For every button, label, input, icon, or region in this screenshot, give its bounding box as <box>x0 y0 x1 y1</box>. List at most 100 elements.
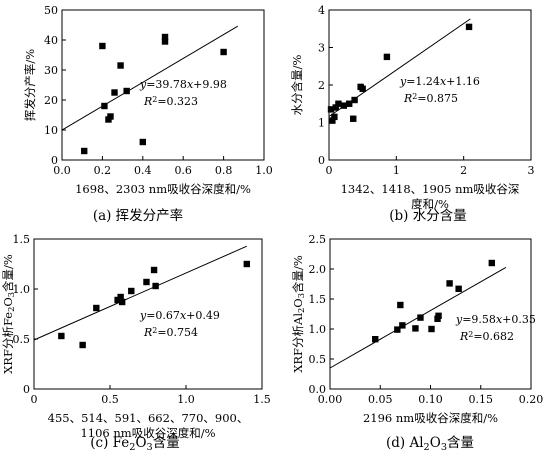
y-axis-label: XRF分析Fe2O3含量/% <box>1 254 16 374</box>
y-tick-label: 4 <box>318 4 325 17</box>
data-point <box>150 266 158 274</box>
y-tick-label: 0.0 <box>309 383 327 396</box>
data-point <box>383 53 391 61</box>
y-axis-label: 挥发分产率/% <box>23 49 37 121</box>
y-tick-label: 1.5 <box>13 233 31 246</box>
x-tick-label: 0.5 <box>101 393 119 406</box>
data-point <box>335 100 342 107</box>
data-point <box>99 42 106 50</box>
y-tick-label: 50 <box>44 4 58 17</box>
data-point <box>331 113 338 121</box>
y-tick-label: 0 <box>51 154 58 167</box>
y-tick-label: 1.0 <box>309 323 327 336</box>
data-point <box>117 62 124 69</box>
x-tick-label: 0 <box>31 393 38 406</box>
x-tick-label: 0.8 <box>215 164 233 177</box>
data-point <box>220 48 227 56</box>
chart-panel-a: 0.0 0.2 0.4 0.6 0.8 1.0 0 10 20 30 40 50 y=39.78x+9.… <box>23 4 273 224</box>
y-tick-label: 2.5 <box>309 233 327 246</box>
data-point <box>397 301 404 309</box>
data-point <box>117 293 124 301</box>
data-point <box>152 282 159 290</box>
y-tick-label: 0.5 <box>309 353 327 366</box>
data-point <box>111 89 118 96</box>
data-point <box>394 326 401 333</box>
fit-equation: y=0.67x+0.49 <box>139 309 220 322</box>
data-point <box>412 325 419 332</box>
x-tick-label: 3 <box>528 164 535 177</box>
data-point <box>446 280 453 287</box>
y-tick-label: 30 <box>44 64 58 77</box>
panel-caption: (a) 挥发分产率 <box>93 207 183 224</box>
x-tick-label: 1.5 <box>253 393 271 406</box>
fit-line <box>33 245 248 341</box>
y-tick-label: 0 <box>23 383 30 396</box>
data-point <box>428 325 435 333</box>
data-point <box>329 117 336 124</box>
y-tick-label: 0 <box>318 154 325 167</box>
data-point <box>488 259 496 267</box>
data-point <box>455 285 462 292</box>
panel-caption: (c) Fe2O3含量 <box>90 435 179 453</box>
data-point <box>128 287 135 295</box>
data-point <box>118 298 126 306</box>
data-point <box>81 147 88 155</box>
data-point <box>359 85 366 92</box>
y-tick-label: 2.0 <box>309 263 327 276</box>
data-point <box>346 100 353 107</box>
x-axis-label: 1342、1418、1905 nm吸收谷深 <box>341 182 520 196</box>
x-tick-label: 0.10 <box>418 393 443 406</box>
y-tick-label: 1.5 <box>309 293 327 306</box>
data-point <box>143 278 150 286</box>
plot-frame <box>61 9 265 161</box>
x-tick-label: 0.2 <box>94 164 112 177</box>
data-point <box>58 332 65 340</box>
fit-equation: y=9.58x+0.35 <box>455 313 536 326</box>
data-point <box>435 312 442 319</box>
x-tick-label: 0.20 <box>519 393 544 406</box>
r-squared-label: R2=0.875 <box>403 92 458 105</box>
r-squared-label: R2=0.682 <box>459 330 514 343</box>
data-point <box>340 102 348 109</box>
y-tick-label: 2 <box>318 79 325 92</box>
x-axis-label: 2196 nm吸收谷深度和/% <box>363 411 498 425</box>
data-point <box>79 341 86 349</box>
data-point <box>161 38 169 45</box>
chart-panel-c: 0 0.5 1.0 1.5 0 0.5 1.0 1.5 y=0.67x+0.49 R2=0.754… <box>1 233 271 453</box>
data-point <box>161 33 169 41</box>
data-point <box>327 106 335 113</box>
x-tick-label: 0 <box>326 164 333 177</box>
y-axis-label: XRF分析Al2O3含量/% <box>291 255 306 373</box>
x-tick-label: 1.0 <box>177 393 195 406</box>
y-tick-label: 3 <box>318 42 325 55</box>
data-point <box>372 336 379 343</box>
chart-panel-d: 0.00 0.05 0.10 0.15 0.20 0.0 0.5 1.0 1.5 2.0 2.5 y=… <box>291 233 543 453</box>
x-tick-label: 0.4 <box>134 164 152 177</box>
data-point <box>139 138 146 146</box>
fit-equation: y=1.24x+1.16 <box>399 75 480 88</box>
panel-caption: (d) Al2O3含量 <box>386 435 474 453</box>
data-point <box>101 102 108 110</box>
data-point <box>351 96 358 104</box>
y-tick-label: 40 <box>44 34 58 47</box>
x-tick-label: 0.05 <box>368 393 393 406</box>
y-tick-label: 10 <box>44 124 58 137</box>
y-tick-label: 20 <box>44 94 58 107</box>
x-tick-label: 1.0 <box>255 164 273 177</box>
x-tick-label: 0.0 <box>53 164 71 177</box>
data-point <box>350 115 357 122</box>
x-axis-label: 1106 nm吸收谷深度和/% <box>80 426 215 440</box>
r-squared-label: R2=0.323 <box>143 95 198 108</box>
y-tick-label: 0.5 <box>13 333 31 346</box>
data-point <box>399 322 406 329</box>
r-squared-label: R2=0.754 <box>143 326 198 339</box>
fit-equation: y=39.78x+9.98 <box>139 78 227 91</box>
x-tick-label: 0.15 <box>469 393 494 406</box>
y-tick-label: 1.0 <box>13 283 31 296</box>
data-point <box>417 314 424 321</box>
x-axis-label: 度和/% <box>411 197 449 211</box>
data-point <box>465 23 473 31</box>
y-tick-label: 1 <box>318 117 325 130</box>
fit-line <box>61 25 238 131</box>
